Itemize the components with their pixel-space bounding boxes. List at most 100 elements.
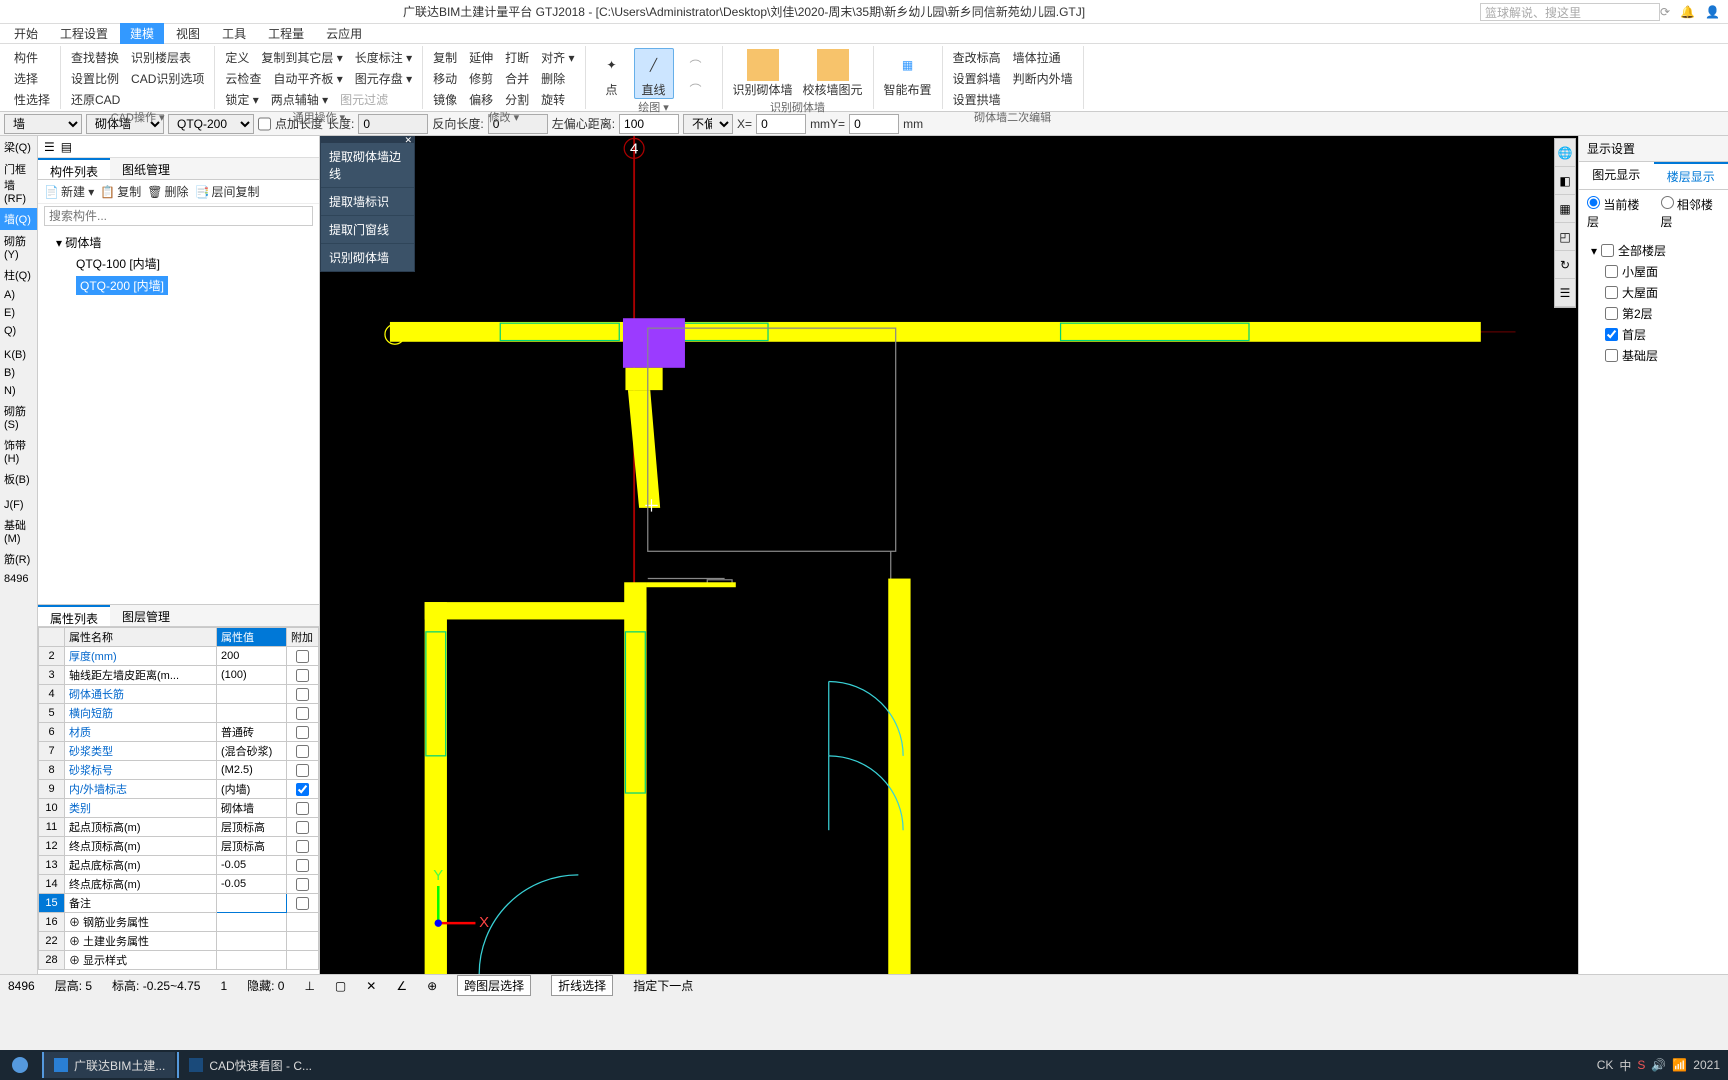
rb-break[interactable]: 打断 [501, 48, 533, 67]
cm-identify-wall[interactable]: 识别砌体墙 [321, 244, 414, 271]
component-search[interactable] [44, 206, 313, 226]
rb-merge[interactable]: 合并 [501, 69, 533, 88]
close-icon[interactable]: ✕ [404, 135, 412, 146]
prop-row[interactable]: 5横向短筋 [39, 704, 319, 723]
rb-split[interactable]: 分割 [501, 90, 533, 109]
opt-y[interactable] [849, 114, 899, 134]
status-icon[interactable]: ✕ [366, 979, 376, 993]
prop-row[interactable]: 6材质普通砖 [39, 723, 319, 742]
rb-slopewall[interactable]: 设置斜墙 [949, 69, 1005, 88]
rb-smart-layout[interactable]: ▦智能布置 [880, 48, 936, 99]
rb-select[interactable]: 选择 [10, 69, 54, 88]
rb-cadopt[interactable]: CAD识别选项 [127, 69, 208, 88]
menu-start[interactable]: 开始 [4, 23, 48, 44]
sync-icon[interactable]: ⟳ [1660, 5, 1670, 19]
rtab-element[interactable]: 图元显示 [1579, 162, 1654, 189]
menu-project[interactable]: 工程设置 [50, 23, 118, 44]
cat-item[interactable]: N) [0, 382, 37, 400]
prop-row[interactable]: 16⊕ 钢筋业务属性 [39, 913, 319, 932]
drawing-canvas[interactable]: 4 [320, 136, 1578, 974]
cat-item[interactable]: 砌筋(S) [0, 400, 37, 434]
rb-copy[interactable]: 复制 [429, 48, 461, 67]
rb-copylayer[interactable]: 复制到其它层 ▾ [257, 48, 346, 67]
cat-item[interactable]: 门框墙(RF) [0, 158, 37, 208]
menu-view[interactable]: 视图 [166, 23, 210, 44]
tab-layers[interactable]: 图层管理 [110, 605, 182, 626]
rb-identify-wall[interactable]: 识别砌体墙 [729, 48, 797, 99]
opt-x[interactable] [756, 114, 806, 134]
prop-row[interactable]: 3轴线距左墙皮距离(m...(100) [39, 666, 319, 685]
status-icon[interactable]: ⊥ [304, 979, 314, 993]
prop-row[interactable]: 8砂浆标号(M2.5) [39, 761, 319, 780]
menu-quantity[interactable]: 工程量 [258, 23, 314, 44]
rb-inout[interactable]: 判断内外墙 [1009, 69, 1077, 88]
rb-delete[interactable]: 删除 [537, 69, 569, 88]
rb-g2-label[interactable]: CAD操作 ▾ [67, 109, 208, 123]
radio-current[interactable]: 当前楼层 [1587, 196, 1647, 230]
cat-item[interactable]: K(B) [0, 346, 37, 364]
opt-offset[interactable]: 不偏移 [683, 114, 733, 134]
rb-define[interactable]: 定义 [221, 48, 253, 67]
menu-tools[interactable]: 工具 [212, 23, 256, 44]
nav-icon2[interactable]: ▤ [61, 140, 72, 154]
btn-delete[interactable]: 🗑删除 [147, 183, 188, 200]
view-top-icon[interactable]: ▦ [1555, 195, 1575, 223]
rb-restorecad[interactable]: 还原CAD [67, 90, 208, 109]
prop-row[interactable]: 7砂浆类型(混合砂浆) [39, 742, 319, 761]
prop-row[interactable]: 14终点底标高(m)-0.05 [39, 875, 319, 894]
rb-wallstretch[interactable]: 墙体拉通 [1009, 48, 1065, 67]
tab-drawings[interactable]: 图纸管理 [110, 158, 182, 179]
nav-icon[interactable]: ☰ [44, 140, 55, 154]
btn-layercopy[interactable]: 📑层间复制 [195, 183, 260, 200]
cm-extract-edge[interactable]: 提取砌体墙边线 [321, 143, 414, 188]
chk-all-floors[interactable]: ▾ 全部楼层 [1587, 240, 1720, 261]
menu-cloud[interactable]: 云应用 [316, 23, 372, 44]
cm-extract-opening[interactable]: 提取门窗线 [321, 216, 414, 244]
status-polyline[interactable]: 折线选择 [551, 975, 613, 996]
rb-point[interactable]: ✦点 [592, 48, 632, 99]
bell-icon[interactable]: 🔔 [1680, 5, 1695, 19]
floor-item[interactable]: 小屋面 [1587, 261, 1720, 282]
cat-item[interactable]: 筋(R) [0, 548, 37, 570]
prop-row[interactable]: 28⊕ 显示样式 [39, 951, 319, 970]
rb-arc[interactable]: ⌒⌒ [676, 48, 716, 99]
radio-adjacent[interactable]: 相邻楼层 [1661, 196, 1721, 230]
rb-line[interactable]: ╱直线 [634, 48, 674, 99]
btn-new[interactable]: 📄新建 ▾ [44, 183, 94, 200]
prop-row[interactable]: 2厚度(mm)200 [39, 647, 319, 666]
cat-item[interactable]: 饰带(H) [0, 434, 37, 468]
rb-elev[interactable]: 查改标高 [949, 48, 1005, 67]
view-iso-icon[interactable]: ◧ [1555, 167, 1575, 195]
cat-item[interactable]: 墙(Q) [0, 208, 37, 230]
prop-row[interactable]: 4砌体通长筋 [39, 685, 319, 704]
tray-time[interactable]: 2021 [1693, 1058, 1720, 1072]
rb-cloudchk[interactable]: 云检查 [221, 69, 265, 88]
tab-props[interactable]: 属性列表 [38, 605, 110, 626]
task-cad[interactable]: CAD快速看图 - C... [177, 1052, 322, 1078]
rb-rotate[interactable]: 旋转 [537, 90, 569, 109]
rb-g4-label[interactable]: 修改 ▾ [429, 109, 578, 123]
status-cross-layer[interactable]: 跨图层选择 [457, 975, 531, 996]
tab-components[interactable]: 构件列表 [38, 158, 110, 179]
task-gtj[interactable]: 广联达BIM土建... [42, 1052, 175, 1078]
tree-root[interactable]: ▾ 砌体墙 [42, 232, 315, 253]
rb-savegraph[interactable]: 图元存盘 ▾ [351, 69, 416, 88]
view-list-icon[interactable]: ☰ [1555, 279, 1575, 307]
prop-row[interactable]: 10类别砌体墙 [39, 799, 319, 818]
prop-row[interactable]: 13起点底标高(m)-0.05 [39, 856, 319, 875]
rb-g5-label[interactable]: 绘图 ▾ [592, 99, 716, 113]
status-icon[interactable]: ⊕ [427, 979, 437, 993]
status-icon[interactable]: ▢ [335, 979, 346, 993]
rb-offset[interactable]: 偏移 [465, 90, 497, 109]
rb-lendim[interactable]: 长度标注 ▾ [351, 48, 416, 67]
floor-item[interactable]: 大屋面 [1587, 282, 1720, 303]
rb-g3-label[interactable]: 通用操作 ▾ [221, 109, 416, 123]
rb-mirror[interactable]: 镜像 [429, 90, 461, 109]
opt-left[interactable] [619, 114, 679, 134]
rb-2ptaxis[interactable]: 两点辅轴 ▾ [267, 90, 332, 109]
cat-item[interactable]: E) [0, 304, 37, 322]
view-refresh-icon[interactable]: ↻ [1555, 251, 1575, 279]
view-cube-icon[interactable]: ◰ [1555, 223, 1575, 251]
rb-find[interactable]: 查找替换 [67, 48, 123, 67]
rb-floortable[interactable]: 识别楼层表 [127, 48, 195, 67]
